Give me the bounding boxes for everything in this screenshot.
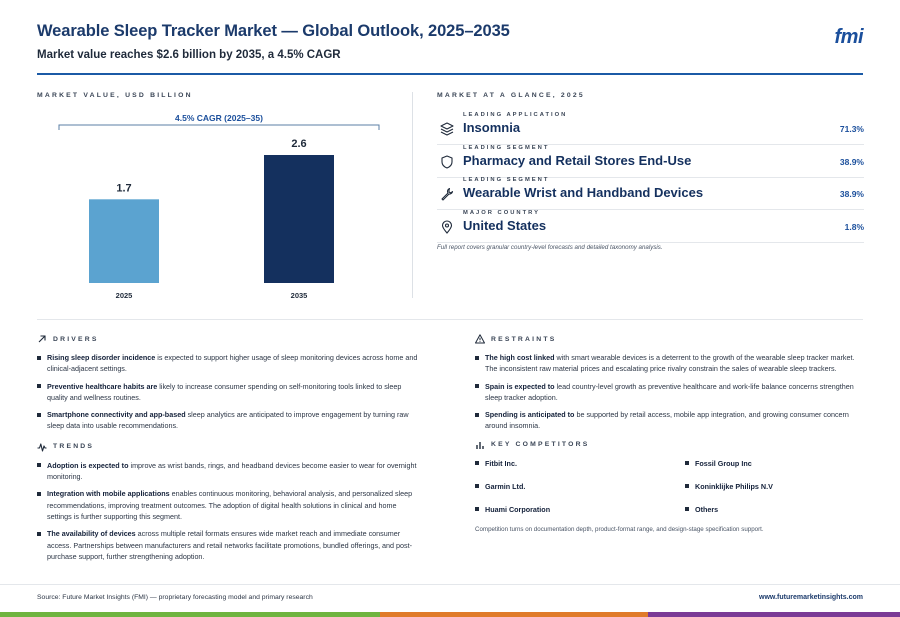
tick-label-2035: 2035: [291, 291, 308, 300]
market-value-panel: MARKET VALUE, USD BILLION 4.5% CAGR (202…: [37, 92, 413, 300]
glance-row-country: MAJOR COUNTRY United States 1.8%: [437, 210, 864, 243]
glance-category: LEADING SEGMENT: [463, 177, 550, 183]
competitor-item: Huami Corporation: [475, 505, 685, 514]
competitor-item: Garmin Ltd.: [475, 482, 685, 491]
bottom-bar-segment: [648, 612, 900, 617]
glance-value: 71.3%: [839, 124, 864, 134]
glance-row-application: LEADING APPLICATION Insomnia 71.3%: [437, 112, 864, 145]
glance-name: Pharmacy and Retail Stores End-Use: [463, 153, 692, 168]
list-item: The high cost linked with smart wearable…: [475, 352, 865, 375]
restraints-list: The high cost linked with smart wearable…: [475, 352, 865, 432]
restraints-header: RESTRAINTS: [475, 334, 865, 344]
restraints-competitors-column: RESTRAINTS The high cost linked with sma…: [475, 334, 865, 533]
bottom-bar-segment: [0, 612, 380, 617]
list-item: Integration with mobile applications ena…: [37, 488, 423, 522]
data-label-2025: 1.7: [116, 182, 131, 194]
list-item: Spending is anticipated to be supported …: [475, 409, 865, 432]
list-item: Rising sleep disorder incidence is expec…: [37, 352, 423, 375]
glance-name: Insomnia: [463, 120, 521, 135]
chart-section-label: MARKET VALUE, USD BILLION: [37, 92, 193, 99]
location-pin-icon: [441, 220, 453, 234]
pulse-icon: [37, 443, 47, 452]
glance-note: Full report covers granular country-leve…: [437, 244, 663, 251]
glance-row-device: LEADING SEGMENT Wearable Wrist and Handb…: [437, 177, 864, 210]
fmi-logo: fmi: [834, 26, 864, 48]
bottom-color-bar: [0, 612, 900, 617]
competitor-item: Fitbit Inc.: [475, 459, 685, 468]
drivers-trends-column: DRIVERS Rising sleep disorder incidence …: [37, 334, 423, 568]
glance-name: Wearable Wrist and Handband Devices: [463, 185, 704, 200]
report-header: Wearable Sleep Tracker Market — Global O…: [37, 22, 863, 76]
bar-chart-icon: [476, 441, 484, 449]
wrench-icon: [441, 187, 454, 201]
bar-2035: [264, 155, 334, 283]
bottom-bar-segment: [380, 612, 648, 617]
competitors-header: KEY COMPETITORS: [475, 440, 865, 450]
drivers-label: DRIVERS: [53, 335, 99, 343]
glance-category: LEADING SEGMENT: [463, 145, 550, 151]
arrow-up-right-icon: [38, 335, 46, 343]
trends-label: TRENDS: [53, 443, 95, 451]
trends-list: Adoption is expected to improve as wrist…: [37, 460, 423, 562]
competitor-item: Fossil Group Inc: [685, 459, 865, 468]
market-at-a-glance: MARKET AT A GLANCE, 2025 LEADING APPLICA…: [437, 92, 864, 302]
competitors-grid: Fitbit Inc. Fossil Group Inc Garmin Ltd.…: [475, 459, 865, 514]
cagr-annotation: 4.5% CAGR (2025–35): [175, 113, 263, 123]
bar-2025: [89, 199, 159, 283]
glance-category: MAJOR COUNTRY: [463, 210, 540, 216]
drivers-header: DRIVERS: [37, 334, 423, 344]
shield-icon: [441, 155, 453, 169]
competitor-item: Koninklijke Philips N.V: [685, 482, 865, 491]
footer-source: Source: Future Market Insights (FMI) — p…: [37, 594, 313, 601]
glance-value: 38.9%: [839, 189, 864, 199]
page-subtitle: Market value reaches $2.6 billion by 203…: [37, 49, 341, 61]
warning-icon: [475, 334, 485, 344]
list-item: Preventive healthcare habits are likely …: [37, 381, 423, 404]
panel-divider: [412, 92, 413, 298]
header-divider: [37, 73, 863, 75]
glance-name: United States: [463, 218, 547, 233]
competitors-label: KEY COMPETITORS: [491, 441, 590, 449]
restraints-label: RESTRAINTS: [491, 335, 557, 343]
footer-divider: [0, 584, 900, 585]
section-divider: [37, 319, 863, 320]
drivers-list: Rising sleep disorder incidence is expec…: [37, 352, 423, 432]
competitor-item: Others: [685, 505, 865, 514]
layers-icon: [440, 122, 454, 136]
data-label-2035: 2.6: [291, 138, 306, 150]
list-item: Spain is expected to lead country-level …: [475, 381, 865, 404]
glance-section-label: MARKET AT A GLANCE, 2025: [437, 92, 585, 99]
cagr-bracket: [58, 124, 380, 130]
tick-label-2025: 2025: [116, 291, 133, 300]
list-item: The availability of devices across multi…: [37, 528, 423, 562]
footer-url-link[interactable]: www.futuremarketinsights.com: [759, 594, 863, 601]
list-item: Adoption is expected to improve as wrist…: [37, 460, 423, 483]
glance-row-end-use: LEADING SEGMENT Pharmacy and Retail Stor…: [437, 145, 864, 178]
competitors-note: Competition turns on documentation depth…: [475, 525, 764, 533]
glance-value: 1.8%: [844, 222, 864, 232]
page-title: Wearable Sleep Tracker Market — Global O…: [37, 22, 510, 40]
list-item: Smartphone connectivity and app-based sl…: [37, 409, 423, 432]
trends-header: TRENDS: [37, 442, 423, 452]
glance-category: LEADING APPLICATION: [463, 112, 568, 118]
glance-value: 38.9%: [839, 157, 864, 167]
market-value-chart: 4.5% CAGR (2025–35) 1.7 2025 2.6 2035: [58, 113, 380, 300]
